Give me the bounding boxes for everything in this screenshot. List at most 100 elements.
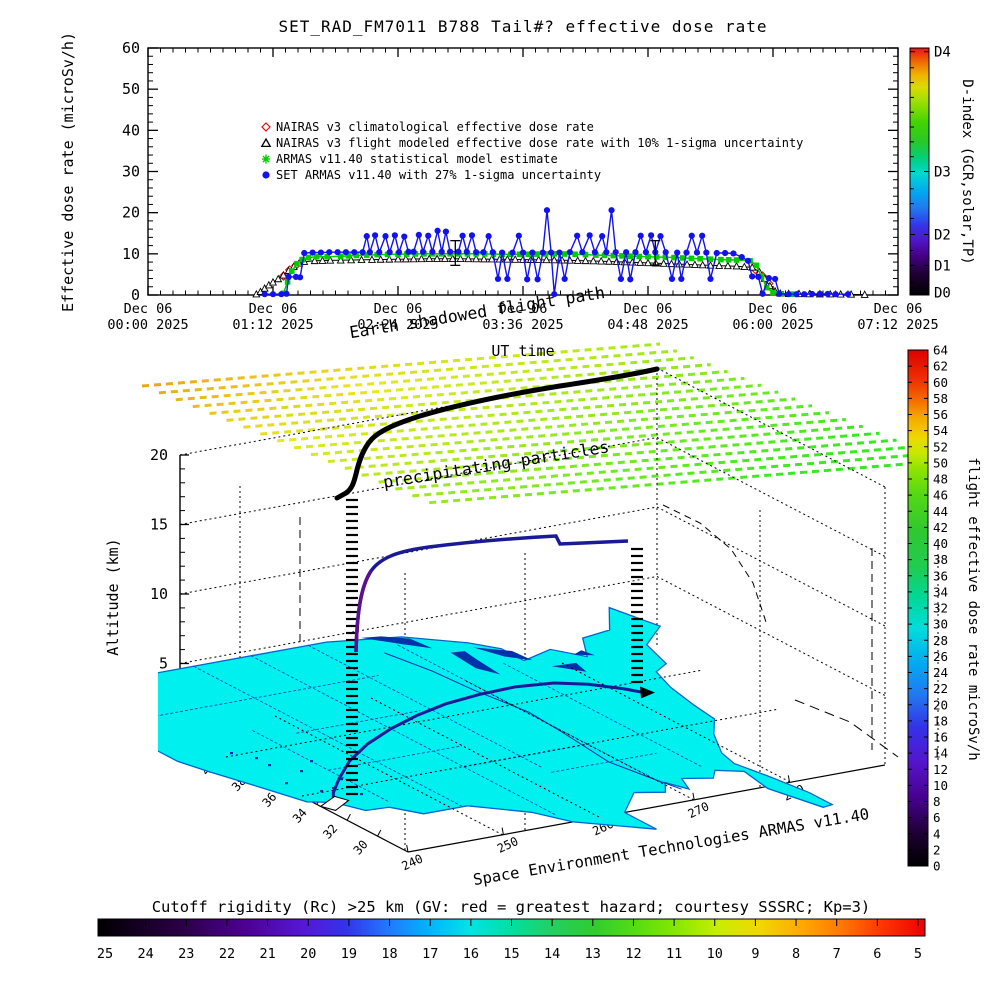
state-border	[308, 645, 543, 768]
dose-tick-label: 2	[933, 842, 941, 857]
colorbars: D0D1D2D3D4024681012141618202224262830323…	[97, 45, 951, 962]
x-tick-date: Dec 06	[374, 301, 423, 317]
rigidity-tick-label: 19	[341, 946, 357, 962]
flight-ground-track	[319, 681, 655, 811]
dose-tick-label: 20	[933, 697, 948, 712]
chart-title: SET_RAD_FM7011 B788 Tail#? effective dos…	[278, 17, 767, 36]
dose-tick-label: 46	[933, 488, 948, 503]
dose-tick-label: 10	[933, 778, 948, 793]
y-tick-label: 60	[122, 39, 140, 57]
legend-label: NAIRAS v3 climatological effective dose …	[276, 120, 594, 134]
dose-tick-label: 44	[933, 504, 948, 519]
x-tick-time: 04:48 2025	[607, 317, 688, 333]
dose-tick-label: 4	[933, 826, 941, 841]
dose-tick-label: 26	[933, 649, 948, 664]
dindex-tick-label: D2	[934, 227, 951, 243]
dose-tick-label: 34	[933, 584, 948, 599]
x-tick-date: Dec 06	[124, 301, 173, 317]
legend-triangle-icon	[260, 137, 272, 148]
state-border	[250, 655, 556, 815]
cruise-flight-path	[354, 534, 629, 653]
dose-tick-label: 58	[933, 391, 948, 406]
dose-tick-label: 52	[933, 439, 948, 454]
legend-label: SET ARMAS v11.40 with 27% 1-sigma uncert…	[276, 168, 601, 182]
state-border	[193, 665, 463, 808]
altitude-tick-label: 15	[150, 516, 168, 534]
rigidity-tick-label: 10	[707, 946, 723, 962]
dindex-tick-label: D4	[934, 45, 951, 61]
dose-tick-label: 14	[933, 746, 948, 761]
rigidity-tick-label: 6	[873, 946, 881, 962]
dose-tick-label: 18	[933, 713, 948, 728]
rigidity-tick-label: 21	[259, 946, 275, 962]
dose-tick-label: 8	[933, 794, 941, 809]
wireframe	[179, 367, 939, 851]
floor-graticule	[225, 662, 791, 836]
x-tick-date: Dec 06	[499, 301, 548, 317]
great-lake	[473, 647, 533, 661]
x-tick-time: 07:12 2025	[857, 317, 938, 333]
dose-tick-label: 16	[933, 730, 948, 745]
x-tick-time: 01:12 2025	[232, 317, 313, 333]
y-axis-ticks: 0 10 20 30 40 50 60	[122, 39, 898, 304]
terrain-speckle	[285, 782, 288, 785]
x-tick-time: 02:24 2025	[357, 317, 438, 333]
legend-label: NAIRAS v3 flight modeled effective dose …	[276, 136, 803, 150]
us-map	[158, 606, 834, 830]
dose-tick-label: 28	[933, 633, 948, 648]
state-border	[503, 662, 702, 767]
dose-tick-label: 36	[933, 568, 948, 583]
great-lake	[360, 636, 433, 649]
dindex-tick-label: D3	[934, 165, 951, 181]
altitude-tick-label: 10	[150, 585, 168, 603]
dose-tick-label: 22	[933, 681, 948, 696]
rigidity-tick-label: 23	[178, 946, 194, 962]
rigidity-tick-label: 25	[97, 946, 113, 962]
y-tick-label: 0	[131, 286, 140, 304]
terrain-speckle	[332, 787, 335, 790]
terrain-speckle	[320, 790, 323, 793]
dose-tick-label: 38	[933, 552, 948, 567]
terrain-speckle	[268, 764, 271, 767]
dose-tick-label: 24	[933, 665, 948, 680]
rigidity-tick-label: 18	[381, 946, 397, 962]
rigidity-tick-label: 16	[463, 946, 479, 962]
legend-diamond-icon	[261, 122, 271, 132]
dose-tick-label: 0	[933, 859, 941, 874]
climb-segment	[354, 570, 373, 653]
rigidity-tick-label: 8	[792, 946, 800, 962]
state-border	[397, 644, 664, 785]
departure-marker	[319, 795, 350, 811]
x-tick-time: 00:00 2025	[107, 317, 188, 333]
y-tick-label: 40	[122, 121, 140, 139]
rigidity-tick-label: 17	[422, 946, 438, 962]
rigidity-tick-label: 13	[585, 946, 601, 962]
terrain-speckle	[340, 778, 343, 781]
dose-tick-label: 50	[933, 455, 948, 470]
altitude-axis-label: Altitude (km)	[104, 538, 122, 655]
rigidity-tick-label: 24	[138, 946, 154, 962]
y-tick-label: 50	[122, 80, 140, 98]
great-lake	[450, 651, 501, 675]
dose-tick-label: 6	[933, 810, 941, 825]
dose-tick-label: 40	[933, 536, 948, 551]
dose-tick-label: 32	[933, 601, 948, 616]
x-tick-time: 03:36 2025	[482, 317, 563, 333]
y-tick-label: 30	[122, 163, 140, 181]
rigidity-tick-label: 5	[914, 946, 922, 962]
state-border	[158, 675, 379, 717]
rigidity-tick-label: 15	[503, 946, 519, 962]
dose-tick-label: 12	[933, 762, 948, 777]
great-lake	[551, 662, 587, 672]
x-tick-date: Dec 06	[874, 301, 923, 317]
dose-tick-label: 42	[933, 520, 948, 535]
y-tick-label: 20	[122, 204, 140, 222]
particle-field	[141, 342, 912, 505]
state-border	[252, 730, 390, 803]
colorbar-rigidity: 25 24 23 22 21 20 19 18 17 16 15 14 13 12 11 10 9 8 7 6 5	[97, 918, 926, 962]
altitude-tick-label: 20	[150, 446, 168, 464]
projection-rungs	[346, 498, 643, 796]
